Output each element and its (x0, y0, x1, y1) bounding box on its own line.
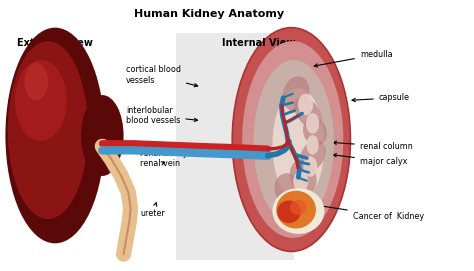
Text: interlobular
blood vessels: interlobular blood vessels (126, 106, 198, 125)
Text: capsule: capsule (352, 93, 410, 102)
Ellipse shape (307, 135, 319, 155)
Text: ureter: ureter (140, 203, 165, 218)
Ellipse shape (232, 28, 350, 251)
Ellipse shape (298, 94, 313, 115)
Ellipse shape (303, 156, 318, 177)
Text: renal artery: renal artery (140, 149, 188, 157)
Text: medulla: medulla (314, 50, 392, 67)
Ellipse shape (242, 41, 343, 238)
Text: External View: External View (17, 38, 93, 49)
Ellipse shape (15, 60, 67, 141)
Ellipse shape (306, 113, 319, 134)
Ellipse shape (283, 76, 310, 111)
Ellipse shape (293, 170, 309, 192)
Ellipse shape (273, 88, 324, 202)
Ellipse shape (274, 173, 299, 203)
Ellipse shape (8, 41, 88, 219)
Text: cortical blood
vessels: cortical blood vessels (126, 65, 198, 87)
Text: renal vein: renal vein (140, 159, 180, 168)
Text: Human Kidney Anatomy: Human Kidney Anatomy (134, 9, 284, 19)
Ellipse shape (24, 63, 48, 101)
Text: major calyx: major calyx (333, 154, 407, 166)
Ellipse shape (5, 28, 105, 243)
Text: Cancer of  Kidney: Cancer of Kidney (314, 204, 424, 221)
Ellipse shape (290, 200, 307, 215)
Text: Internal View: Internal View (221, 38, 295, 49)
Ellipse shape (273, 188, 324, 234)
Ellipse shape (254, 60, 334, 224)
FancyBboxPatch shape (175, 33, 294, 260)
Ellipse shape (303, 117, 327, 146)
Ellipse shape (294, 97, 322, 128)
Ellipse shape (276, 191, 316, 228)
Text: renal column: renal column (333, 141, 413, 151)
Ellipse shape (277, 201, 301, 223)
Ellipse shape (81, 95, 124, 176)
Ellipse shape (300, 140, 326, 172)
Ellipse shape (290, 160, 317, 195)
